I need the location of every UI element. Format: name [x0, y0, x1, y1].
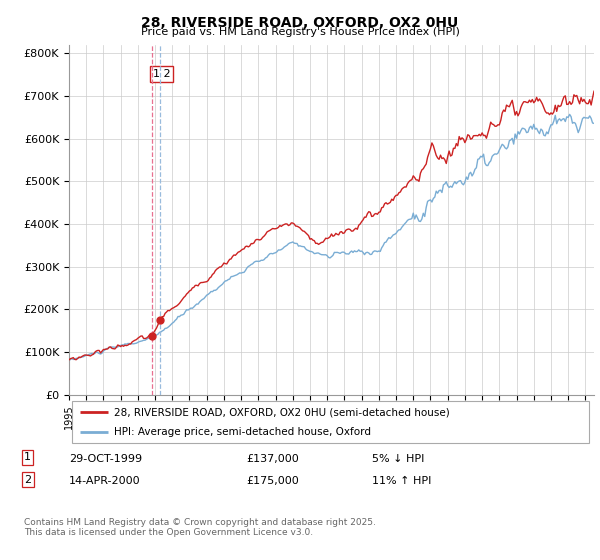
Text: 2: 2: [24, 475, 31, 485]
Text: HPI: Average price, semi-detached house, Oxford: HPI: Average price, semi-detached house,…: [113, 427, 371, 437]
Text: £175,000: £175,000: [246, 476, 299, 486]
Text: £137,000: £137,000: [246, 454, 299, 464]
Text: Contains HM Land Registry data © Crown copyright and database right 2025.
This d: Contains HM Land Registry data © Crown c…: [24, 518, 376, 538]
FancyBboxPatch shape: [71, 401, 589, 444]
Point: [148, 332, 157, 341]
Text: 1: 1: [24, 452, 31, 463]
Text: Price paid vs. HM Land Registry's House Price Index (HPI): Price paid vs. HM Land Registry's House …: [140, 27, 460, 37]
Text: 1 2: 1 2: [153, 69, 170, 79]
Text: 28, RIVERSIDE ROAD, OXFORD, OX2 0HU (semi-detached house): 28, RIVERSIDE ROAD, OXFORD, OX2 0HU (sem…: [113, 407, 449, 417]
Point: [155, 316, 164, 325]
Text: 11% ↑ HPI: 11% ↑ HPI: [372, 476, 431, 486]
Text: 28, RIVERSIDE ROAD, OXFORD, OX2 0HU: 28, RIVERSIDE ROAD, OXFORD, OX2 0HU: [142, 16, 458, 30]
Text: 5% ↓ HPI: 5% ↓ HPI: [372, 454, 424, 464]
Text: 14-APR-2000: 14-APR-2000: [69, 476, 140, 486]
Text: 29-OCT-1999: 29-OCT-1999: [69, 454, 142, 464]
